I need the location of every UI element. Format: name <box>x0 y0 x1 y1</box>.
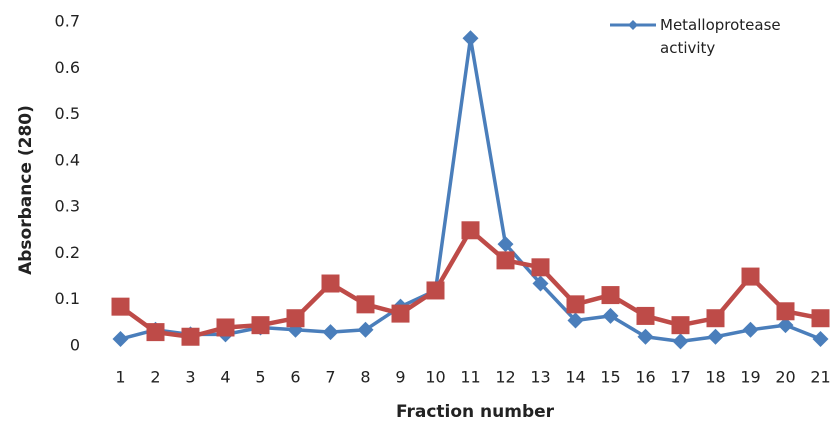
x-tick-label: 1 <box>115 368 125 387</box>
x-axis-title: Fraction number <box>396 402 555 422</box>
y-axis-title: Absorbance (280) <box>16 105 36 275</box>
marker <box>496 251 515 270</box>
x-tick-label: 3 <box>185 368 195 387</box>
x-tick-label: 10 <box>425 368 445 387</box>
x-tick-label: 17 <box>670 368 690 387</box>
marker <box>706 309 725 328</box>
marker <box>637 328 654 345</box>
x-tick-label: 5 <box>255 368 265 387</box>
marker <box>322 324 339 341</box>
x-tick-label: 14 <box>565 368 585 387</box>
marker <box>146 323 165 342</box>
x-tick-label: 19 <box>740 368 760 387</box>
marker <box>777 317 794 334</box>
x-tick-label: 11 <box>460 368 480 387</box>
marker <box>391 304 410 323</box>
marker <box>776 302 795 321</box>
marker <box>567 312 584 329</box>
x-tick-label: 20 <box>775 368 795 387</box>
x-tick-label: 18 <box>705 368 725 387</box>
marker <box>321 274 340 293</box>
x-tick-label: 21 <box>810 368 830 387</box>
marker <box>741 267 760 286</box>
marker <box>251 316 270 335</box>
marker <box>462 30 479 47</box>
x-tick-label: 6 <box>290 368 300 387</box>
x-tick-label: 9 <box>395 368 405 387</box>
marker <box>216 318 235 337</box>
marker <box>426 281 445 300</box>
marker <box>531 258 550 277</box>
y-tick-label: 0.7 <box>55 12 80 31</box>
marker <box>181 327 200 346</box>
x-tick-label: 8 <box>360 368 370 387</box>
marker <box>812 331 829 348</box>
marker <box>566 295 585 314</box>
y-tick-label: 0.4 <box>55 150 80 169</box>
x-tick-label: 15 <box>600 368 620 387</box>
marker <box>357 321 374 338</box>
marker <box>112 331 129 348</box>
marker <box>497 236 514 253</box>
marker <box>356 295 375 314</box>
marker <box>286 309 305 328</box>
legend-marker <box>628 20 638 30</box>
marker <box>742 321 759 338</box>
y-tick-label: 0 <box>70 336 80 355</box>
x-tick-label: 12 <box>495 368 515 387</box>
y-tick-label: 0.3 <box>55 197 80 216</box>
marker <box>111 297 130 316</box>
marker <box>602 307 619 324</box>
x-tick-label: 16 <box>635 368 655 387</box>
marker <box>707 328 724 345</box>
x-tick-label: 4 <box>220 368 230 387</box>
y-tick-label: 0.2 <box>55 243 80 262</box>
marker <box>671 316 690 335</box>
x-tick-label: 13 <box>530 368 550 387</box>
x-tick-label: 7 <box>325 368 335 387</box>
marker <box>461 221 480 240</box>
legend-label: Metalloprotease activity <box>660 16 781 57</box>
x-tick-label: 2 <box>150 368 160 387</box>
marker <box>532 275 549 292</box>
marker <box>811 309 830 328</box>
y-tick-label: 0.5 <box>55 104 80 123</box>
marker <box>672 333 689 350</box>
marker <box>636 306 655 325</box>
marker <box>601 286 620 305</box>
y-tick-label: 0.1 <box>55 289 80 308</box>
series-line <box>120 36 822 344</box>
y-tick-label: 0.6 <box>55 58 80 77</box>
